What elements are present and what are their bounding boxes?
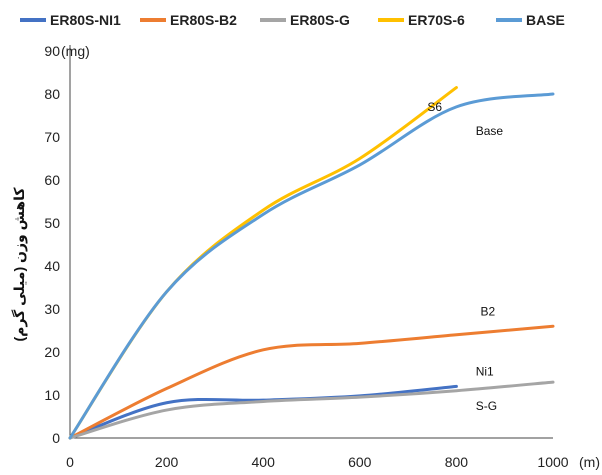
series-annotations: S6 Base B2 Ni1 S-G [427, 100, 503, 413]
y-axis-label: کاهش وزن (میلی گرم) [11, 187, 28, 342]
y-tick-label: 20 [44, 344, 60, 360]
y-tick-label: 70 [44, 129, 60, 145]
x-tick-label: 400 [252, 454, 276, 470]
y-tick-label: 90 [44, 43, 60, 59]
series-line-er80s-b2 [68, 324, 555, 440]
series-annotation: S-G [476, 399, 497, 413]
y-tick-label: 0 [52, 430, 60, 446]
x-tick-label: 200 [155, 454, 179, 470]
x-axis-ticks: 0 200 400 600 800 1000 [66, 454, 569, 470]
y-tick-label: 30 [44, 301, 60, 317]
legend-label: ER80S-NI1 [50, 12, 121, 28]
y-tick-label: 60 [44, 172, 60, 188]
series-annotation: S6 [427, 100, 442, 114]
y-tick-label: 80 [44, 86, 60, 102]
y-axis-ticks: 0 10 20 30 40 50 60 70 80 90 [44, 43, 60, 446]
y-tick-label: 10 [44, 387, 60, 403]
series-layer [68, 86, 555, 440]
y-tick-label: 40 [44, 258, 60, 274]
chart-axes: 0 200 400 600 800 1000 0 10 20 30 40 50 60 70 80 90 (m… [11, 43, 600, 470]
x-axis-unit: (m) [579, 454, 600, 470]
x-tick-label: 1000 [537, 454, 568, 470]
x-tick-label: 600 [348, 454, 372, 470]
legend-label: BASE [526, 12, 565, 28]
x-tick-label: 0 [66, 454, 74, 470]
series-annotation: B2 [481, 304, 496, 318]
legend-label: ER80S-B2 [170, 12, 237, 28]
y-tick-label: 50 [44, 215, 60, 231]
series-line-er80s-g [68, 380, 555, 440]
y-axis-unit: (mg) [61, 43, 90, 59]
series-line-base [68, 92, 555, 440]
series-annotation: Ni1 [476, 365, 494, 379]
chart-legend: ER80S-NI1 ER80S-B2 ER80S-G ER70S-6 BASE [20, 12, 565, 28]
x-tick-label: 800 [445, 454, 469, 470]
series-annotation: Base [476, 124, 504, 138]
legend-label: ER70S-6 [408, 12, 465, 28]
legend-label: ER80S-G [290, 12, 350, 28]
